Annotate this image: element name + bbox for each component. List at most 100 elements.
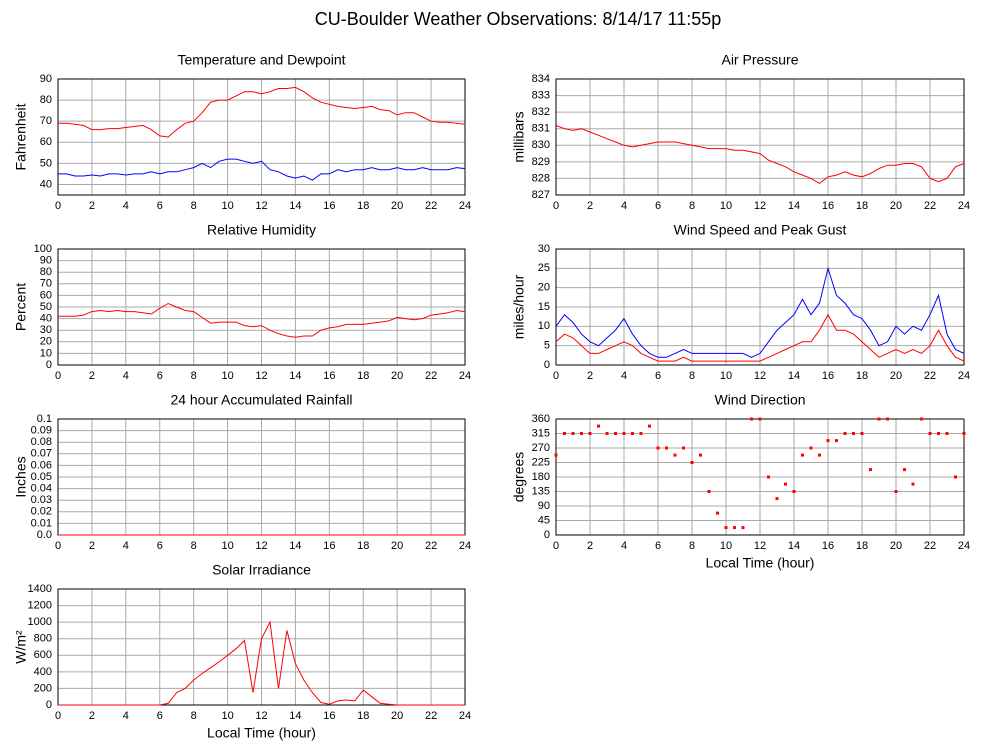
data-point [945, 432, 949, 435]
data-line [555, 124, 965, 185]
data-line [555, 313, 965, 362]
data-point [826, 439, 830, 443]
x-tick-label: 6 [655, 370, 661, 382]
x-tick-label: 14 [788, 540, 800, 552]
data-point [665, 446, 668, 450]
x-tick-label: 4 [621, 200, 627, 212]
y-tick-label: 827 [532, 189, 550, 201]
y-tick-label: 0.06 [31, 459, 52, 471]
plot-frame [57, 588, 466, 706]
y-tick-label: 30 [40, 324, 52, 336]
data-point [554, 453, 558, 457]
y-tick-label: 0.03 [31, 494, 52, 506]
data-line [555, 266, 965, 358]
chart-title: Relative Humidity [207, 222, 316, 238]
x-tick-label: 10 [221, 370, 233, 382]
data-point [962, 432, 966, 435]
y-tick-label: 829 [532, 156, 550, 168]
y-tick-label: 0 [544, 529, 550, 541]
data-point [648, 424, 651, 428]
y-axis-label: degrees [511, 452, 527, 503]
x-tick-label: 12 [754, 370, 766, 382]
y-tick-label: 360 [532, 413, 550, 425]
data-line [58, 158, 466, 181]
x-tick-label: 16 [323, 710, 335, 722]
y-tick-label: 30 [538, 243, 550, 255]
x-tick-label: 14 [289, 540, 301, 552]
data-point [869, 468, 872, 472]
data-point [673, 453, 677, 457]
y-tick-label: 50 [40, 301, 52, 313]
x-tick-label: 0 [553, 540, 559, 552]
y-axis-label: Percent [13, 283, 29, 331]
x-tick-label: 18 [856, 540, 868, 552]
x-tick-label: 22 [924, 540, 936, 552]
data-point [656, 446, 660, 450]
y-tick-label: 1000 [28, 616, 52, 628]
x-tick-label: 18 [357, 370, 369, 382]
data-point [784, 482, 787, 486]
chart-panel: Wind Direction degrees Local Time (hour) 0 4… [511, 392, 970, 571]
chart-panel: Air Pressure millibars 827 828 829 830 831 832 8… [511, 52, 970, 212]
y-tick-label: 0 [544, 359, 550, 371]
page-title: CU-Boulder Weather Observations: 8/14/17… [315, 9, 722, 29]
x-tick-label: 14 [788, 200, 800, 212]
data-point [809, 446, 813, 450]
data-point [852, 432, 855, 435]
data-point [639, 432, 643, 435]
y-tick-label: 180 [532, 471, 550, 483]
y-tick-label: 80 [40, 266, 52, 278]
y-tick-label: 90 [40, 255, 52, 267]
y-tick-label: 832 [532, 106, 550, 118]
data-point [614, 432, 617, 435]
x-tick-label: 2 [587, 540, 593, 552]
x-tick-label: 6 [157, 710, 163, 722]
y-tick-label: 400 [34, 666, 52, 678]
y-tick-label: 5 [544, 340, 550, 352]
x-tick-label: 6 [655, 540, 661, 552]
y-tick-label: 0 [46, 359, 52, 371]
x-tick-label: 4 [621, 370, 627, 382]
data-point [699, 453, 702, 457]
data-point [877, 417, 881, 421]
x-tick-label: 22 [425, 200, 437, 212]
data-point [801, 453, 804, 457]
y-tick-label: 828 [532, 172, 550, 184]
y-tick-label: 135 [532, 485, 550, 497]
x-tick-label: 24 [958, 200, 970, 212]
y-tick-label: 270 [532, 442, 550, 454]
x-tick-label: 22 [924, 370, 936, 382]
x-tick-label: 0 [553, 370, 559, 382]
data-point [911, 482, 915, 486]
chart-title: Temperature and Dewpoint [177, 52, 345, 68]
x-tick-label: 8 [689, 370, 695, 382]
y-tick-label: 80 [40, 94, 52, 106]
data-point [580, 432, 583, 435]
x-tick-label: 22 [425, 540, 437, 552]
chart-title: Wind Direction [714, 392, 805, 408]
y-tick-label: 830 [532, 139, 550, 151]
data-point [775, 497, 779, 501]
y-tick-label: 0.0 [37, 529, 52, 541]
data-point [597, 424, 600, 428]
x-tick-label: 8 [689, 200, 695, 212]
x-tick-label: 18 [357, 540, 369, 552]
data-point [758, 417, 762, 421]
x-tick-label: 0 [55, 710, 61, 722]
x-tick-label: 8 [191, 370, 197, 382]
x-tick-label: 2 [89, 200, 95, 212]
y-tick-label: 315 [532, 427, 550, 439]
data-point [588, 432, 592, 435]
data-point [886, 417, 889, 421]
data-line [58, 302, 466, 338]
y-axis-label: W/m² [13, 630, 29, 664]
data-point [682, 446, 685, 450]
x-tick-label: 18 [856, 370, 868, 382]
y-tick-label: 10 [538, 320, 550, 332]
x-tick-label: 2 [89, 370, 95, 382]
x-tick-label: 24 [459, 200, 471, 212]
x-tick-label: 6 [157, 200, 163, 212]
chart-panel: Relative HumidityPercent0102030405060708… [13, 222, 471, 382]
x-tick-label: 12 [754, 200, 766, 212]
